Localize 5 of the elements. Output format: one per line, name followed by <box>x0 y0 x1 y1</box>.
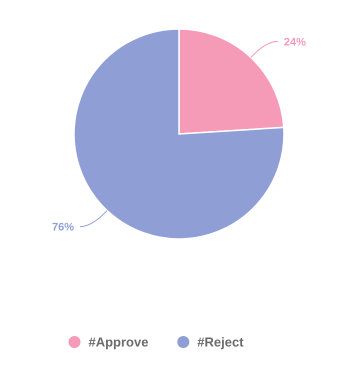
data-label: 76% <box>52 222 74 234</box>
pie-slice <box>73 28 285 240</box>
legend-label: #Reject <box>197 334 244 350</box>
legend-label: #Approve <box>88 334 148 350</box>
data-label: 24% <box>284 36 306 48</box>
